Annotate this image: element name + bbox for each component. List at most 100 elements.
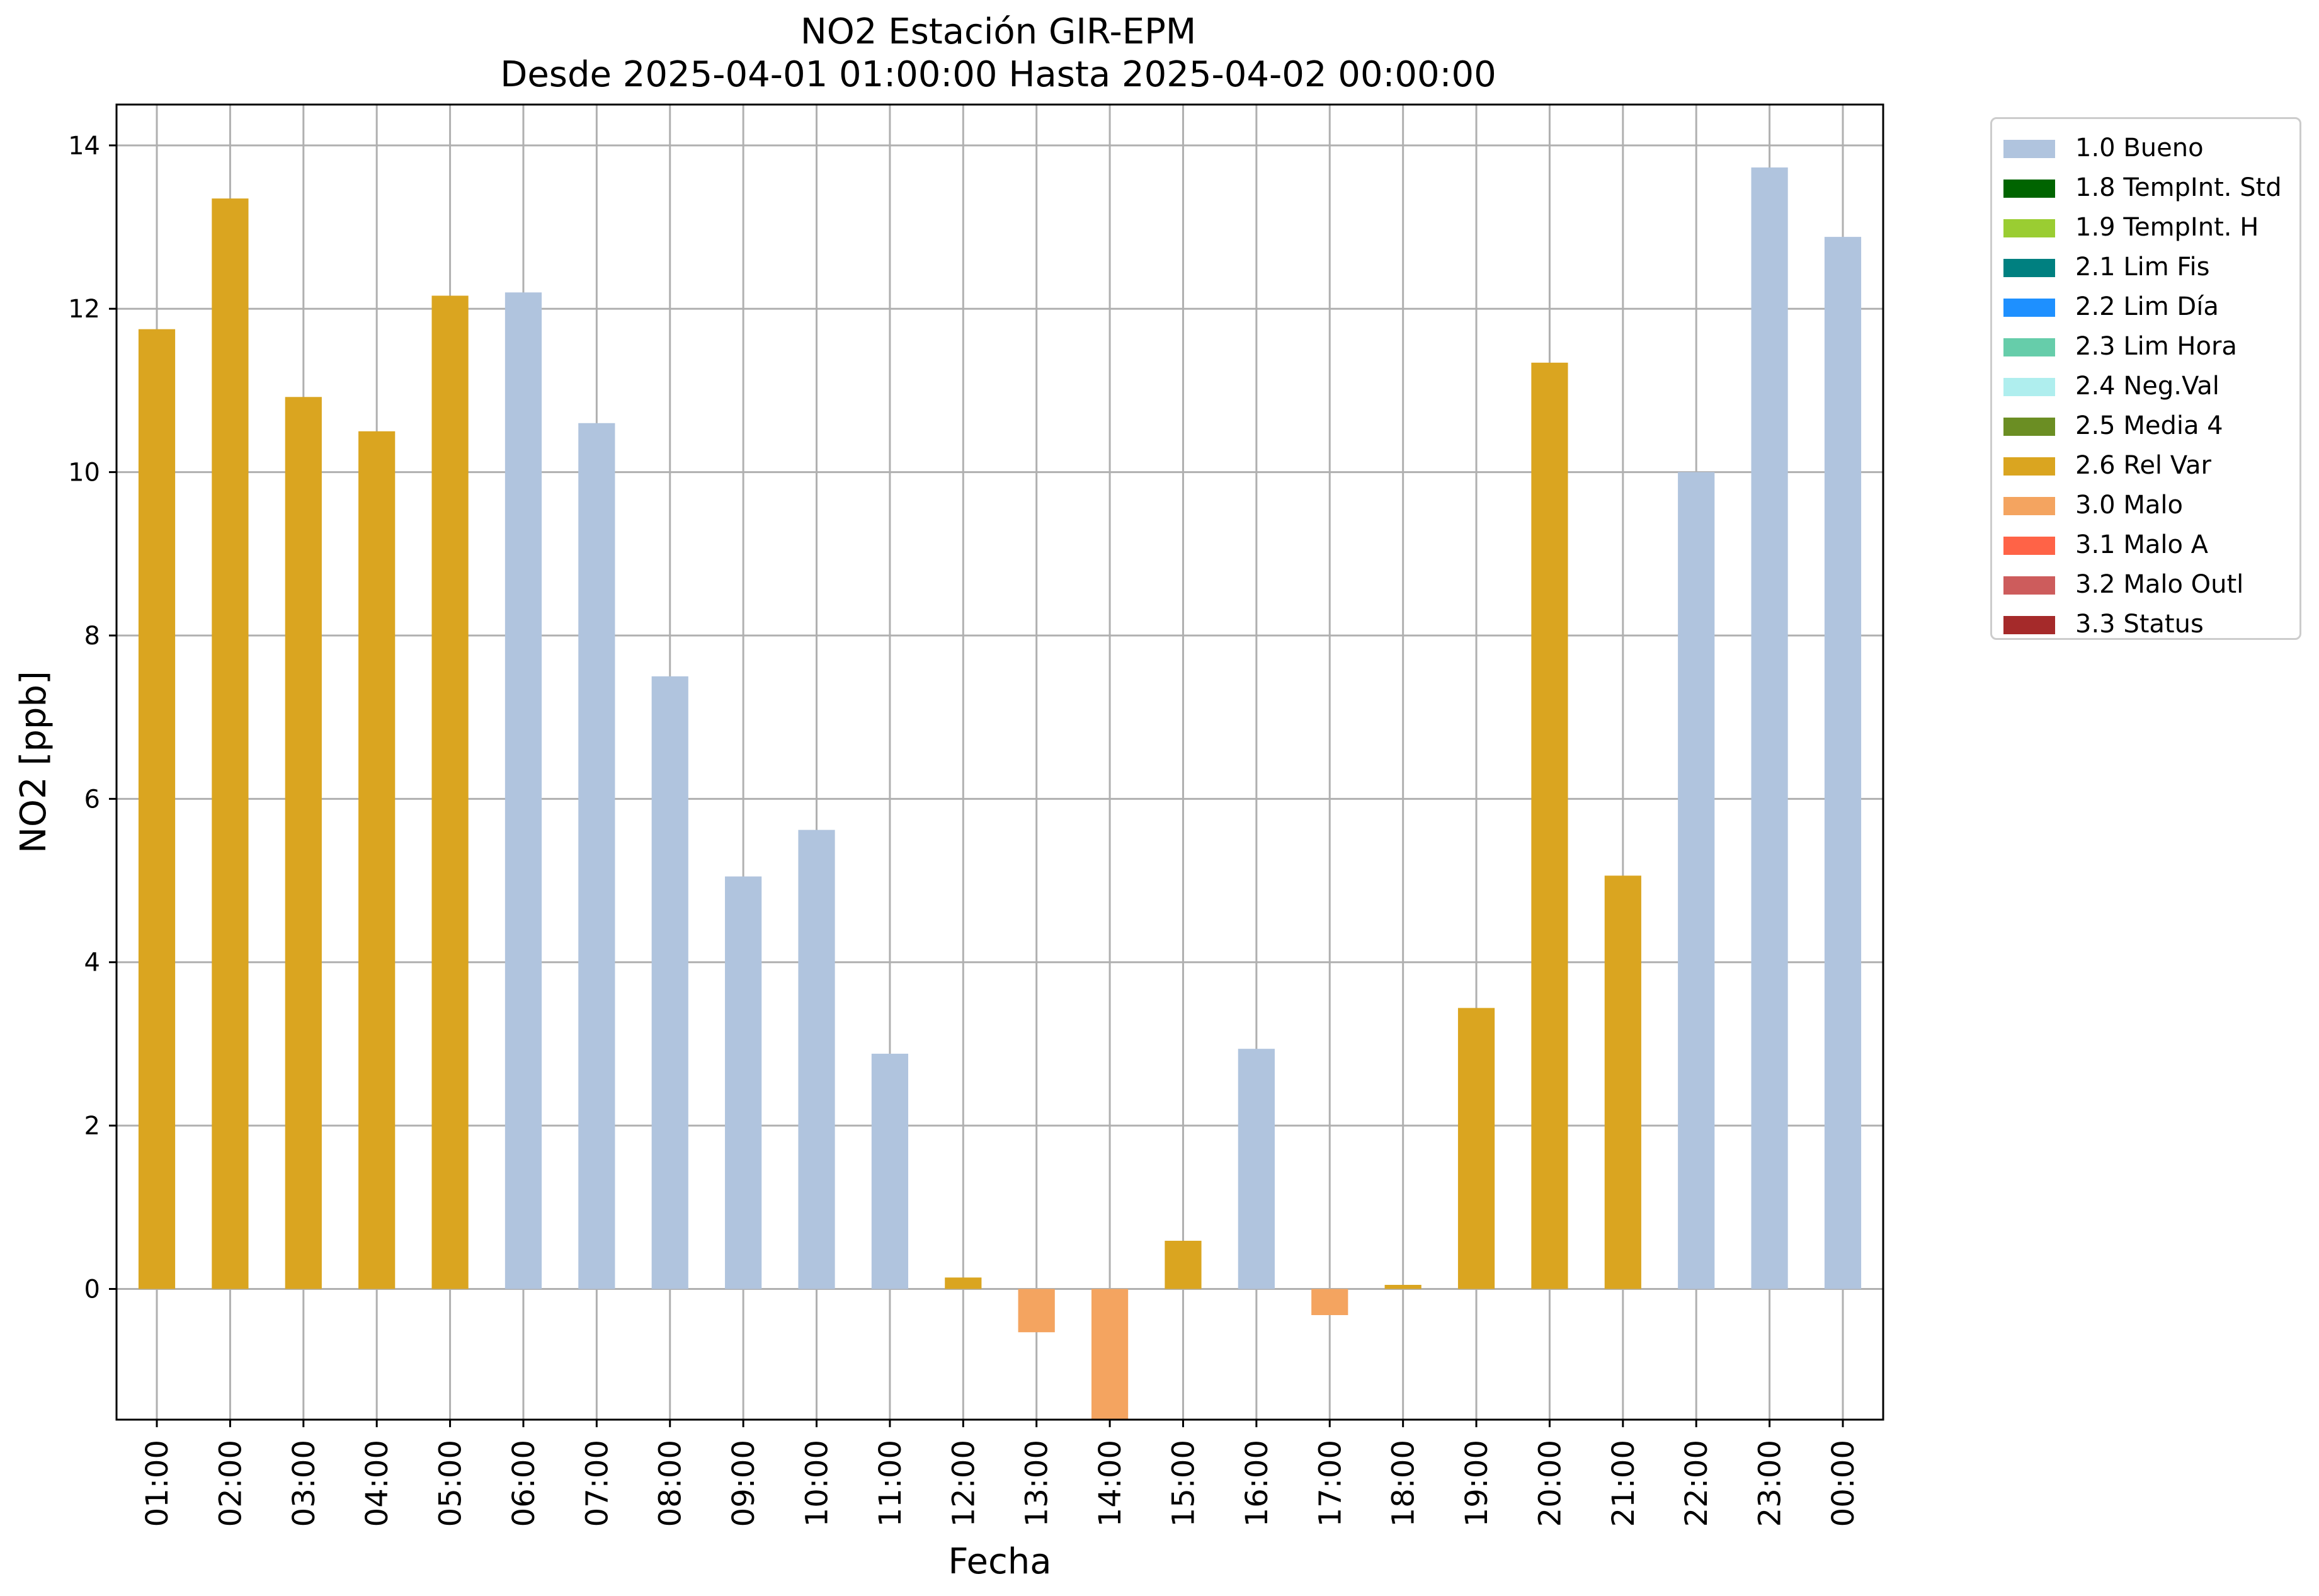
- bar: [285, 397, 322, 1289]
- bar: [651, 676, 688, 1289]
- x-tick-label: 02:00: [213, 1440, 248, 1527]
- legend-label: 2.6 Rel Var: [2075, 451, 2211, 480]
- legend-item: 2.2 Lim Día: [1992, 288, 2299, 328]
- legend-swatch: [2003, 418, 2055, 436]
- bar: [578, 423, 615, 1289]
- bar: [212, 198, 249, 1289]
- x-tick-label: 15:00: [1166, 1440, 1201, 1527]
- x-tick-label: 17:00: [1313, 1440, 1348, 1527]
- legend-label: 2.2 Lim Día: [2075, 292, 2219, 321]
- chart-subtitle: Desde 2025-04-01 01:00:00 Hasta 2025-04-…: [500, 54, 1496, 95]
- x-tick-label: 05:00: [433, 1440, 469, 1527]
- legend-label: 1.9 TempInt. H: [2075, 213, 2259, 242]
- bar: [431, 295, 469, 1289]
- legend-item: 2.3 Lim Hora: [1992, 328, 2299, 367]
- legend-label: 1.8 TempInt. Std: [2075, 173, 2282, 202]
- x-tick-label: 04:00: [360, 1440, 395, 1527]
- legend-swatch: [2003, 259, 2055, 277]
- legend-swatch: [2003, 378, 2055, 396]
- legend-item: 2.1 Lim Fis: [1992, 248, 2299, 288]
- legend-label: 3.2 Malo Outl: [2075, 570, 2244, 599]
- x-tick-label: 03:00: [287, 1440, 322, 1527]
- x-tick-label: 22:00: [1679, 1440, 1714, 1527]
- bar: [1311, 1289, 1348, 1315]
- bar: [1018, 1289, 1055, 1333]
- legend-item: 2.6 Rel Var: [1992, 447, 2299, 486]
- y-axis-label: NO2 [ppb]: [13, 671, 54, 853]
- y-tick-label: 2: [84, 1112, 100, 1141]
- x-tick-label: 23:00: [1753, 1440, 1788, 1527]
- y-tick-label: 8: [84, 622, 100, 651]
- x-tick-label: 10:00: [800, 1440, 835, 1527]
- legend-item: 1.0 Bueno: [1992, 129, 2299, 169]
- x-tick-label: 19:00: [1459, 1440, 1495, 1527]
- bar: [1238, 1049, 1275, 1289]
- legend-item: 1.8 TempInt. Std: [1992, 169, 2299, 208]
- x-tick-label: 01:00: [140, 1440, 175, 1527]
- y-tick-label: 0: [84, 1275, 100, 1304]
- chart-title: NO2 Estación GIR-EPM: [800, 11, 1197, 52]
- legend-label: 2.1 Lim Fis: [2075, 253, 2210, 282]
- bar: [138, 329, 176, 1289]
- y-tick-label: 14: [68, 132, 100, 161]
- legend-swatch: [2003, 537, 2055, 555]
- bar: [1165, 1240, 1202, 1289]
- legend-label: 3.0 Malo: [2075, 491, 2183, 520]
- legend-item: 3.0 Malo: [1992, 486, 2299, 526]
- y-tick-label: 10: [68, 459, 100, 487]
- legend-label: 2.4 Neg.Val: [2075, 372, 2219, 401]
- x-axis-label: Fecha: [948, 1541, 1051, 1582]
- bar: [1604, 875, 1641, 1289]
- legend-swatch: [2003, 576, 2055, 595]
- legend-item: 2.5 Media 4: [1992, 407, 2299, 447]
- y-tick-label: 6: [84, 785, 100, 814]
- legend: 1.0 Bueno 1.8 TempInt. Std 1.9 TempInt. H 2…: [1990, 117, 2301, 640]
- legend-item: 3.1 Malo A: [1992, 526, 2299, 566]
- legend-swatch: [2003, 497, 2055, 515]
- x-tick-label: 16:00: [1239, 1440, 1275, 1527]
- legend-label: 1.0 Bueno: [2075, 134, 2204, 162]
- y-tick-label: 4: [84, 949, 100, 978]
- bar: [1091, 1289, 1129, 1420]
- legend-swatch: [2003, 180, 2055, 198]
- bar: [358, 431, 396, 1289]
- x-tick-label: 21:00: [1606, 1440, 1641, 1527]
- legend-item: 3.2 Malo Outl: [1992, 566, 2299, 605]
- legend-swatch: [2003, 299, 2055, 317]
- bar: [1457, 1008, 1495, 1289]
- legend-swatch: [2003, 616, 2055, 634]
- x-tick-label: 12:00: [946, 1440, 981, 1527]
- legend-item: 1.9 TempInt. H: [1992, 208, 2299, 248]
- legend-label: 2.3 Lim Hora: [2075, 332, 2237, 361]
- bar: [1531, 362, 1568, 1289]
- bars: [138, 167, 1862, 1420]
- x-tick-label: 07:00: [579, 1440, 615, 1527]
- bar: [798, 829, 835, 1289]
- x-tick-label: 11:00: [873, 1440, 908, 1527]
- bar: [1751, 167, 1788, 1289]
- bar: [725, 876, 762, 1289]
- plot-frame: [115, 103, 1884, 1421]
- bar: [871, 1053, 909, 1289]
- x-tick-label: 20:00: [1532, 1440, 1568, 1527]
- legend-label: 3.1 Malo A: [2075, 530, 2209, 559]
- legend-swatch: [2003, 338, 2055, 356]
- x-tick-label: 06:00: [506, 1440, 542, 1527]
- bar: [504, 292, 542, 1289]
- legend-swatch: [2003, 219, 2055, 237]
- x-tick-label: 18:00: [1386, 1440, 1422, 1527]
- bar: [1824, 237, 1862, 1289]
- axis-ticks: 0 2 4 6 8 10 12 14 01:00 02:00 03:00 04:00 05:00 06:0…: [68, 132, 1861, 1527]
- legend-label: 2.5 Media 4: [2075, 411, 2223, 440]
- y-tick-label: 12: [68, 295, 100, 324]
- legend-swatch: [2003, 457, 2055, 476]
- x-tick-label: 00:00: [1826, 1440, 1861, 1527]
- x-tick-label: 09:00: [726, 1440, 761, 1527]
- bar: [945, 1277, 982, 1289]
- legend-item: 3.3 Status: [1992, 605, 2299, 645]
- legend-label: 3.3 Status: [2075, 610, 2204, 639]
- x-tick-label: 14:00: [1093, 1440, 1128, 1527]
- bar: [1678, 472, 1715, 1289]
- legend-item: 2.4 Neg.Val: [1992, 367, 2299, 407]
